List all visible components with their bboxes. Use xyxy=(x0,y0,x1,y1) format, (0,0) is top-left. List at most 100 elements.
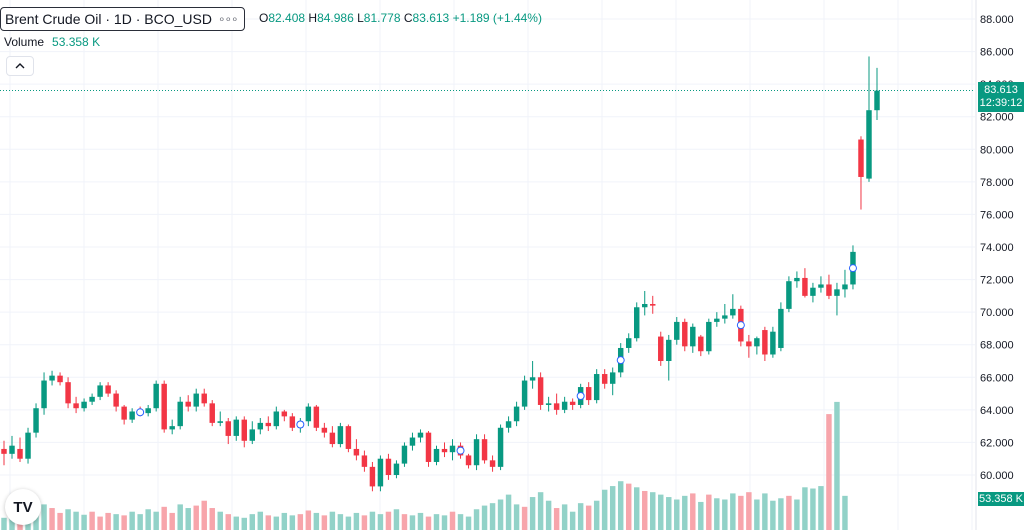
volume-bar xyxy=(738,495,744,530)
volume-bar xyxy=(481,505,488,530)
candle-body xyxy=(337,426,344,445)
candle-body xyxy=(25,432,31,459)
volume-bar xyxy=(201,500,207,530)
candle-body xyxy=(241,419,247,441)
volume-bar xyxy=(698,501,704,530)
candle-body xyxy=(185,401,191,407)
candle-body xyxy=(385,458,392,475)
volume-bar xyxy=(802,487,808,530)
volume-bar xyxy=(473,509,480,530)
candle-body xyxy=(313,406,320,428)
volume-bar xyxy=(666,497,672,530)
volume-bar xyxy=(65,509,71,530)
candle-body xyxy=(345,426,352,449)
candle-body xyxy=(489,460,496,467)
volume-bar xyxy=(457,514,464,530)
candle-body xyxy=(417,432,424,438)
candle-body xyxy=(802,277,808,296)
y-tick-label: 60.000 xyxy=(980,470,1014,482)
volume-bar xyxy=(441,515,448,530)
symbol-selector[interactable]: Brent Crude Oil · 1D · BCO_USD ∘∘∘ xyxy=(0,7,245,31)
volume-bar xyxy=(321,515,328,530)
volume-bar xyxy=(706,494,712,530)
candle-body xyxy=(305,406,312,422)
volume-bar xyxy=(553,508,560,530)
volume-legend: Volume 53.358 K xyxy=(4,35,100,49)
candle-body xyxy=(569,401,576,405)
candle-body xyxy=(105,385,111,394)
candle-body xyxy=(601,374,608,384)
volume-bar xyxy=(786,495,792,530)
volume-bar xyxy=(49,508,55,530)
volume-bar xyxy=(417,512,424,530)
volume-bar xyxy=(762,493,768,530)
y-tick-label: 76.000 xyxy=(980,209,1014,221)
candle-body xyxy=(722,315,728,319)
volume-bar xyxy=(113,514,119,530)
volume-bar xyxy=(561,504,568,530)
y-tick-label: 64.000 xyxy=(980,405,1014,417)
candle-body xyxy=(249,429,256,441)
candle-body xyxy=(225,421,231,436)
volume-bar xyxy=(529,497,536,530)
symbol-title[interactable]: Brent Crude Oil · 1D · BCO_USD xyxy=(5,11,212,27)
volume-bar xyxy=(609,486,616,530)
volume-bar xyxy=(401,514,408,530)
volume-bar xyxy=(153,511,159,530)
candle-body xyxy=(746,341,752,347)
collapse-legend-button[interactable] xyxy=(6,56,34,76)
candle-body xyxy=(257,422,264,430)
volume-bar xyxy=(161,506,167,530)
volume-bar xyxy=(97,516,103,530)
candle-body xyxy=(513,406,520,422)
candle-body xyxy=(169,426,175,430)
candle-body xyxy=(625,338,632,348)
candle-body xyxy=(233,419,239,436)
volume-bar xyxy=(9,514,15,530)
candle-body xyxy=(401,445,408,464)
candle-body xyxy=(449,445,456,453)
candle-body xyxy=(65,382,71,404)
candle-body xyxy=(561,401,568,410)
candle-body xyxy=(674,321,680,340)
volume-bar xyxy=(577,503,584,530)
volume-bar xyxy=(409,515,416,530)
volume-bar xyxy=(81,514,87,530)
volume-bar xyxy=(505,494,512,530)
candle-body xyxy=(1,448,7,454)
volume-bar xyxy=(385,511,392,530)
volume-bar xyxy=(682,495,688,530)
more-options-icon[interactable]: ∘∘∘ xyxy=(217,12,239,26)
candle-body xyxy=(377,458,384,487)
candle-body xyxy=(842,284,848,290)
y-tick-label: 88.000 xyxy=(980,14,1014,26)
candle-body xyxy=(265,422,272,427)
candle-body xyxy=(521,380,528,407)
volume-bar xyxy=(89,511,95,530)
volume-bar xyxy=(521,506,528,530)
candle-body xyxy=(593,374,600,401)
candle-body xyxy=(682,321,688,347)
volume-bar xyxy=(41,504,47,530)
high-label: H xyxy=(308,11,318,25)
y-tick-label: 80.000 xyxy=(980,144,1014,156)
change-value: +1.189 (+1.44%) xyxy=(452,11,542,25)
volume-bar xyxy=(658,494,664,530)
candle-body xyxy=(545,403,552,405)
volume-bar xyxy=(794,499,800,530)
event-marker xyxy=(136,408,145,417)
candle-body xyxy=(409,437,416,446)
tradingview-logo[interactable]: TV xyxy=(5,489,41,525)
y-tick-label: 70.000 xyxy=(980,307,1014,319)
candle-body xyxy=(441,448,448,453)
volume-bar xyxy=(650,492,656,530)
bar-countdown: 12:39:12 xyxy=(979,97,1023,109)
high-value: 84.986 xyxy=(317,11,354,25)
y-tick-label: 74.000 xyxy=(980,242,1014,254)
volume-bar xyxy=(585,505,592,530)
event-marker xyxy=(456,446,465,455)
volume-bar xyxy=(193,505,199,530)
event-marker xyxy=(848,264,857,273)
volume-bar xyxy=(601,489,608,530)
